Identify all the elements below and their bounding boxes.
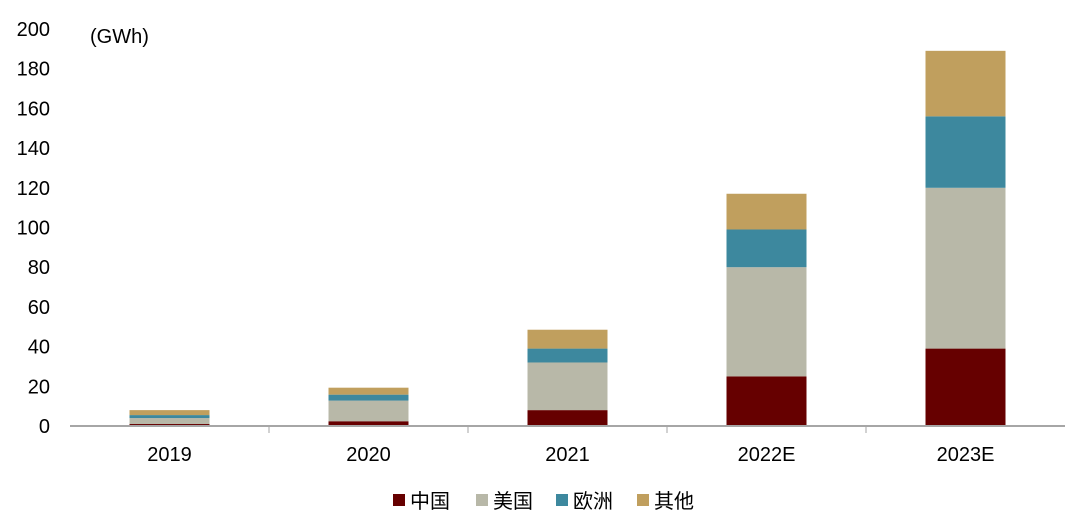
legend-label: 美国 <box>493 490 533 513</box>
bar-segment-2022E-0 <box>726 376 807 426</box>
legend-swatch-3 <box>637 494 649 506</box>
bars <box>129 50 1006 426</box>
y-tick-label: 20 <box>28 376 50 398</box>
bar-segment-2021-0 <box>527 410 608 426</box>
bar-segment-2021-3 <box>527 329 608 349</box>
legend: 中国 美国 欧洲 其他 <box>393 490 694 513</box>
bar-segment-2019-3 <box>129 410 210 416</box>
y-tick-label: 80 <box>28 257 50 279</box>
bar-segment-2022E-3 <box>726 193 807 230</box>
bar-segment-2020-2 <box>328 394 409 401</box>
x-tick-label: 2019 <box>147 444 192 466</box>
bar-segment-2023E-1 <box>925 187 1006 349</box>
legend-label: 其他 <box>654 490 694 513</box>
y-tick-label: 140 <box>17 138 50 160</box>
y-tick-label: 0 <box>39 416 50 438</box>
bar-segment-2023E-0 <box>925 348 1006 426</box>
bar-segment-2020-1 <box>328 400 409 422</box>
x-tick-label: 2020 <box>346 444 391 466</box>
y-axis: 0 20 40 60 80 100 120 140 160 180 200 <box>17 19 50 438</box>
bar-segment-2023E-2 <box>925 116 1006 188</box>
y-tick-label: 160 <box>17 98 50 120</box>
y-tick-label: 200 <box>17 19 50 41</box>
y-tick-label: 100 <box>17 218 50 240</box>
legend-swatch-2 <box>556 494 568 506</box>
y-tick-label: 40 <box>28 337 50 359</box>
bar-segment-2021-2 <box>527 348 608 363</box>
bar-segment-2020-3 <box>328 387 409 395</box>
bar-segment-2020-0 <box>328 421 409 426</box>
unit-label: (GWh) <box>90 26 149 48</box>
bar-segment-2019-2 <box>129 415 210 419</box>
x-axis: 2019 2020 2021 2022E 2023E <box>147 426 994 466</box>
bar-segment-2022E-2 <box>726 229 807 268</box>
legend-swatch-0 <box>393 494 405 506</box>
y-tick-label: 120 <box>17 178 50 200</box>
legend-label: 中国 <box>410 490 450 513</box>
x-tick-label: 2022E <box>738 444 796 466</box>
y-tick-label: 180 <box>17 59 50 81</box>
x-tick-label: 2021 <box>545 444 590 466</box>
legend-swatch-1 <box>476 494 488 506</box>
bar-segment-2023E-3 <box>925 50 1006 117</box>
bar-segment-2019-1 <box>129 418 210 425</box>
x-tick-label: 2023E <box>937 444 995 466</box>
bar-segment-2022E-1 <box>726 267 807 377</box>
legend-label: 欧洲 <box>573 490 613 513</box>
bar-segment-2021-1 <box>527 362 608 411</box>
y-tick-label: 60 <box>28 297 50 319</box>
